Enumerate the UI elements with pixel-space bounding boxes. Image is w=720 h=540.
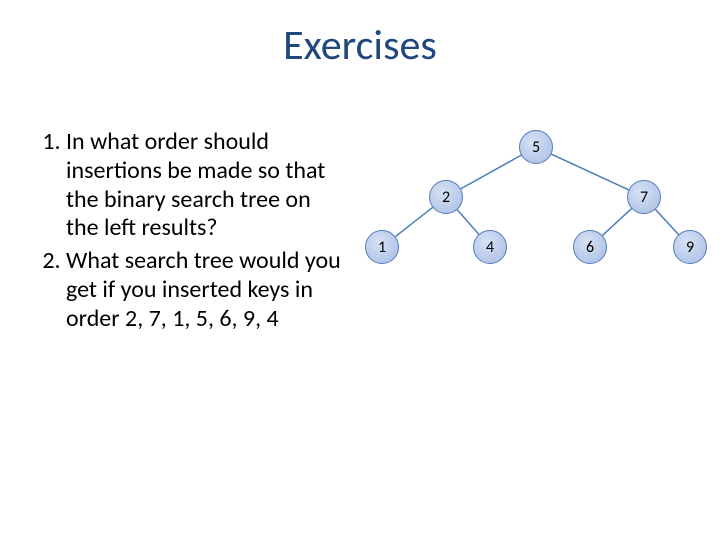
exercises-ol: In what order should insertions be made … xyxy=(36,128,346,334)
tree-node: 4 xyxy=(473,230,507,264)
tree-node: 9 xyxy=(673,230,707,264)
slide: Exercises In what order should insertion… xyxy=(0,0,720,540)
exercise-item: What search tree would you get if you in… xyxy=(66,247,346,333)
tree-edge xyxy=(602,209,631,236)
tree-node: 7 xyxy=(627,180,661,214)
slide-title: Exercises xyxy=(0,20,720,71)
binary-search-tree: 5 2 7 1 4 6 9 xyxy=(360,130,712,330)
tree-edge xyxy=(457,210,479,234)
exercise-item: In what order should insertions be made … xyxy=(66,128,346,243)
exercises-list: In what order should insertions be made … xyxy=(36,128,346,338)
tree-edge xyxy=(551,154,628,190)
tree-node: 5 xyxy=(519,130,553,164)
tree-edge xyxy=(656,210,679,235)
tree-edge xyxy=(461,155,521,188)
tree-edge xyxy=(395,207,432,236)
tree-node: 1 xyxy=(365,230,399,264)
tree-node: 6 xyxy=(573,230,607,264)
tree-node: 2 xyxy=(429,180,463,214)
